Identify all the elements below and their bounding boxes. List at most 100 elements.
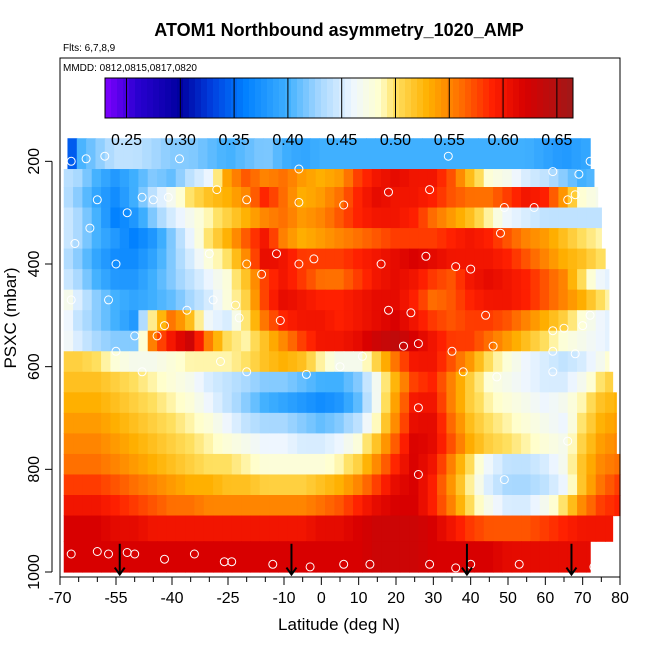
- heatmap-cell: [446, 515, 457, 542]
- heatmap-cell: [269, 289, 279, 311]
- heatmap-cell: [278, 187, 289, 209]
- heatmap-cell: [334, 310, 345, 332]
- heatmap-cell: [213, 330, 223, 352]
- heatmap-cell: [437, 412, 447, 434]
- heatmap-cell: [483, 207, 494, 229]
- observation-point: [257, 269, 267, 279]
- heatmap-cell: [493, 269, 503, 291]
- heatmap-cell: [431, 138, 442, 170]
- heatmap-cell: [269, 330, 279, 352]
- heatmap-cell: [381, 269, 391, 291]
- heatmap-cell: [595, 474, 606, 496]
- heatmap-cell: [362, 187, 373, 209]
- heatmap-cell: [474, 310, 485, 332]
- heatmap-cell: [595, 269, 606, 291]
- heatmap-cell: [297, 392, 307, 414]
- heatmap-cell: [427, 289, 438, 311]
- heatmap-cell: [129, 248, 139, 270]
- heatmap-cell: [493, 351, 503, 373]
- heatmap-cell: [82, 453, 93, 476]
- heatmap-cell: [493, 495, 503, 517]
- heatmap-cell: [166, 330, 177, 352]
- heatmap-cell: [119, 289, 130, 311]
- observation-point: [529, 203, 539, 212]
- heatmap-cell: [175, 207, 186, 229]
- heatmap-cell: [129, 228, 139, 250]
- heatmap-cell: [82, 207, 93, 229]
- observation-point: [111, 346, 121, 356]
- heatmap-cell: [586, 228, 597, 250]
- heatmap-cell: [446, 453, 457, 476]
- heatmap-cell: [278, 412, 289, 434]
- heatmap-cell: [175, 269, 186, 291]
- heatmap-cell: [502, 269, 513, 291]
- heatmap-cell: [577, 412, 587, 434]
- heatmap-cell: [343, 474, 354, 496]
- x-tick-label: 30: [424, 590, 442, 607]
- heatmap-cell: [315, 541, 326, 573]
- heatmap-cell: [483, 433, 494, 455]
- heatmap-cell: [530, 495, 541, 517]
- heatmap-cell: [362, 351, 373, 373]
- heatmap-cell: [110, 187, 121, 209]
- heatmap-cell: [502, 248, 513, 270]
- heatmap-cell: [138, 474, 149, 496]
- heatmap-cell: [437, 474, 447, 496]
- heatmap-cell: [353, 310, 363, 332]
- heatmap-cell: [250, 269, 261, 291]
- x-tick-label: 10: [350, 590, 368, 607]
- heatmap-cell: [175, 228, 186, 250]
- observation-point: [451, 262, 461, 272]
- heatmap-cell: [353, 392, 363, 414]
- heatmap-cell: [325, 228, 335, 250]
- heatmap-cell: [185, 248, 195, 270]
- heatmap-cell: [381, 289, 391, 311]
- heatmap-cell: [586, 371, 597, 393]
- colorbar-swatch: [345, 78, 352, 118]
- heatmap-cell: [446, 392, 457, 414]
- heatmap-cell: [185, 310, 195, 332]
- heatmap-cell: [371, 289, 382, 311]
- heatmap-cell: [483, 541, 494, 573]
- heatmap-cell: [530, 207, 541, 229]
- heatmap-cell: [502, 541, 513, 573]
- colorbar-swatch: [465, 78, 472, 118]
- colorbar-swatch: [381, 78, 388, 118]
- colorbar-swatch: [141, 78, 148, 118]
- heatmap-cell: [269, 310, 279, 332]
- heatmap-cell: [586, 453, 597, 476]
- heatmap-cell: [605, 495, 615, 517]
- heatmap-cell: [101, 433, 111, 455]
- heatmap-cell: [297, 433, 307, 455]
- observation-point: [548, 346, 558, 356]
- heatmap-cell: [86, 138, 97, 170]
- heatmap-cell: [539, 228, 550, 250]
- heatmap-cell: [539, 392, 550, 414]
- heatmap-cell: [63, 433, 74, 455]
- colorbar-swatch: [273, 78, 280, 118]
- heatmap-cell: [222, 351, 233, 373]
- heatmap-cell: [483, 330, 494, 352]
- heatmap-cell: [325, 269, 335, 291]
- heatmap-cell: [567, 541, 578, 573]
- heatmap-cell: [119, 228, 130, 250]
- heatmap-cell: [315, 169, 326, 188]
- heatmap-cell: [203, 248, 214, 270]
- observation-point: [499, 475, 509, 485]
- heatmap-cell: [511, 412, 522, 434]
- heatmap-cell: [91, 207, 102, 229]
- heatmap-cell: [250, 169, 261, 188]
- colorbar-swatch: [507, 78, 514, 118]
- flights-label: Flts: 6,7,8,9: [63, 43, 116, 54]
- colorbar-swatch: [321, 78, 328, 118]
- colorbar-swatch: [495, 78, 502, 118]
- heatmap-cell: [614, 392, 617, 414]
- observation-point: [204, 249, 214, 259]
- heatmap-cell: [502, 392, 513, 414]
- heatmap-cell: [110, 289, 121, 311]
- colorbar-swatch: [483, 78, 490, 118]
- heatmap-cell: [73, 310, 83, 332]
- heatmap-cell: [384, 138, 395, 170]
- heatmap-cell: [502, 351, 513, 373]
- heatmap-cell: [390, 474, 401, 496]
